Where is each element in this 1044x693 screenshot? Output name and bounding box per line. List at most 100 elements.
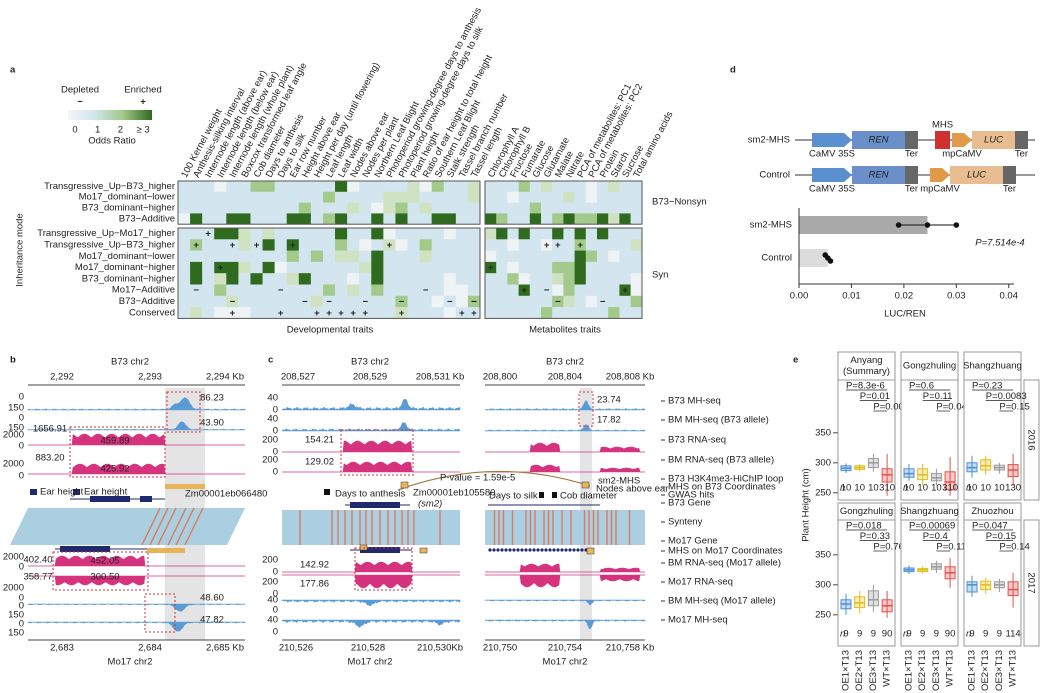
- axis-tick-label: 208,800: [483, 372, 517, 383]
- gwas-marker: [30, 489, 37, 495]
- heatmap-cell: [574, 191, 587, 203]
- heatmap-cell: [467, 228, 481, 240]
- heatmap-cell: [274, 307, 288, 319]
- row-label: Mo17−Additive: [112, 285, 175, 296]
- heatmap-cell: [383, 261, 396, 274]
- heatmap-cell: [574, 295, 587, 308]
- p-value: P=0.14: [999, 542, 1029, 553]
- heatmap-cell: [238, 250, 251, 263]
- legend-tick: 2: [118, 125, 123, 136]
- facet-strip: [900, 351, 959, 381]
- axis-tick-label: 208,529: [353, 372, 387, 383]
- heatmap-cell: [250, 213, 263, 225]
- n-label: 9: [906, 629, 911, 640]
- peak-value: 402.40: [23, 555, 52, 566]
- coverage-track: [485, 574, 645, 588]
- synteny-band: [10, 508, 245, 545]
- axis-title: Developmental traits: [287, 325, 374, 336]
- loop-label: P-value = 1.59e-5: [440, 473, 515, 484]
- heatmap-cell: [485, 273, 497, 285]
- heatmap-cell: [455, 213, 469, 225]
- heatmap-cell: [178, 191, 191, 203]
- heatmap-cell: [274, 250, 288, 263]
- heatmap-cell: [262, 213, 275, 225]
- coverage-track: [484, 424, 646, 432]
- part-label: CaMV 35S: [809, 149, 855, 160]
- track-label: BM RNA-seq (B73 allele): [668, 455, 774, 466]
- heatmap-cell: [383, 295, 396, 308]
- heatmap-cell: [443, 295, 457, 308]
- axis-tick-label: 2,684: [138, 643, 162, 654]
- heatmap-cell: [347, 295, 360, 308]
- heatmap-cell: [552, 261, 564, 274]
- heatmap-cell: [619, 239, 631, 251]
- n-label: 310: [879, 483, 895, 494]
- significance-sign: −: [302, 296, 308, 307]
- n-label: n: [903, 629, 908, 640]
- box-body: [944, 471, 956, 491]
- mhs-region: [586, 547, 595, 555]
- heatmap-cell: [630, 181, 643, 193]
- heatmap-cell: [238, 202, 251, 214]
- heatmap-cell: [585, 273, 598, 285]
- heatmap-cell: [419, 273, 432, 285]
- heatmap-cell: [274, 191, 288, 203]
- gwas-marker: [73, 489, 80, 495]
- gwas-label: Nodes above ear: [596, 484, 668, 495]
- heatmap-cell: [286, 261, 300, 274]
- heatmap-cell: [286, 273, 300, 285]
- heatmap-cell: [274, 181, 288, 193]
- gene-exon: [524, 548, 528, 552]
- p-value: P=0.6: [909, 381, 934, 392]
- n-label: 310: [942, 483, 958, 494]
- heatmap-cell: [467, 191, 481, 203]
- heatmap-cell: [419, 307, 432, 319]
- gene-exon: [552, 548, 556, 552]
- n-label: 9: [934, 629, 939, 640]
- heatmap-cell: [455, 284, 469, 297]
- n-label: n: [966, 483, 971, 494]
- heatmap-cell: [335, 228, 348, 240]
- heatmap-cell: [310, 202, 324, 214]
- heatmap-cell: [298, 228, 312, 240]
- heatmap-cell: [347, 191, 360, 203]
- heatmap-cell: [496, 191, 508, 203]
- heatmap-cell: [563, 250, 575, 263]
- heatmap-cell: [443, 228, 457, 240]
- peak-value: 86.23: [200, 393, 224, 404]
- heatmap-cell: [455, 273, 469, 285]
- track-label: MHS on Mo17 Coordinates: [668, 546, 783, 557]
- heatmap-cell: [619, 213, 631, 225]
- heatmap-cell: [190, 202, 203, 214]
- heatmap-cell: [431, 181, 445, 193]
- heatmap-cell: [585, 239, 598, 251]
- track-label: BM RNA-seq (Mo17 allele): [668, 558, 781, 569]
- track-label: B73 Gene: [668, 498, 711, 509]
- heatmap-cell: [563, 261, 575, 274]
- heatmap-cell: [214, 307, 227, 319]
- coverage-track: [282, 574, 460, 589]
- heatmap-cell: [507, 228, 519, 240]
- peak-value: 452.05: [90, 556, 119, 567]
- p-value: P=0.11: [923, 391, 953, 402]
- coverage-track: [484, 599, 646, 606]
- heatmap-cell: [563, 213, 575, 225]
- x-tick-label: OE2×T13: [980, 650, 991, 691]
- mhs-region: [165, 484, 205, 489]
- heatmap-cell: [250, 273, 263, 285]
- gene-exon: [350, 502, 400, 508]
- n-label: 9: [969, 629, 974, 640]
- heatmap-cell: [371, 191, 384, 203]
- heatmap-cell: [383, 228, 396, 240]
- heatmap-cell: [541, 228, 553, 240]
- construct-promoter: [930, 168, 950, 182]
- construct-part: [905, 166, 918, 184]
- track-scale: 0: [273, 405, 278, 416]
- group-label: Syn: [652, 270, 668, 281]
- heatmap-cell: [608, 181, 620, 193]
- facet-panel: [837, 519, 896, 647]
- heatmap-cell: [347, 284, 360, 297]
- heatmap-cell: [443, 213, 457, 225]
- coverage-track: [281, 599, 461, 607]
- axis-tick-label: 208,531 Kb: [416, 372, 465, 383]
